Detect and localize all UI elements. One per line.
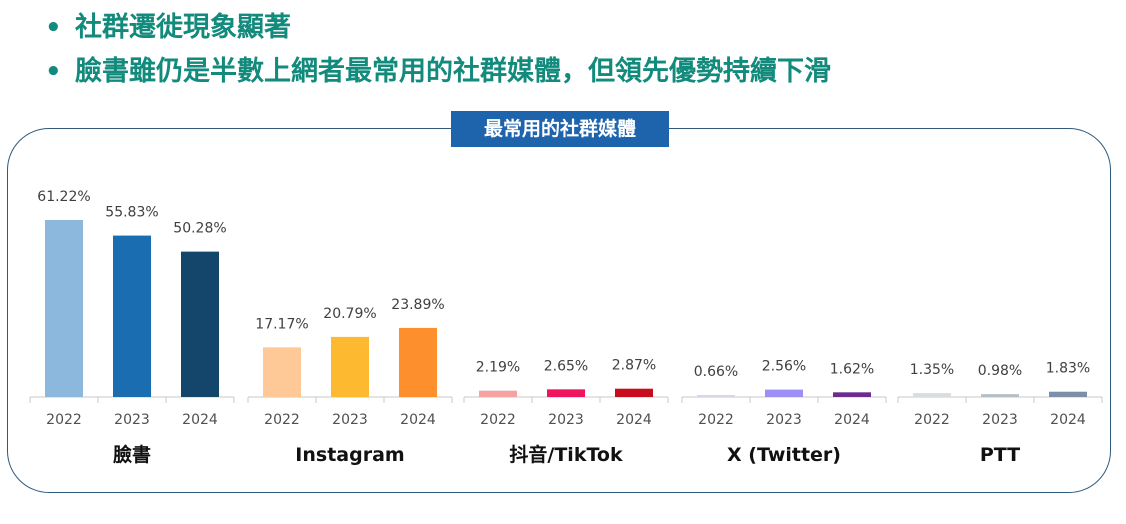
group-label: X (Twitter)	[727, 444, 841, 466]
bullet-text: 社群遷徙現象顯著	[75, 12, 291, 43]
x-tick-label: 2023	[982, 412, 1018, 428]
x-tick-label: 2022	[914, 412, 950, 428]
data-label: 2.56%	[762, 359, 806, 375]
data-label: 23.89%	[391, 297, 444, 313]
data-label: 2.19%	[476, 360, 520, 376]
x-tick-label: 2023	[548, 412, 584, 428]
bar	[1049, 391, 1087, 397]
x-tick-label: 2022	[264, 412, 300, 428]
data-label: 50.28%	[173, 221, 226, 237]
x-tick-label: 2024	[400, 412, 436, 428]
bar	[697, 395, 735, 397]
group-label: 臉書	[113, 443, 151, 466]
x-tick-label: 2024	[1050, 412, 1086, 428]
bar	[913, 393, 951, 397]
data-label: 2.87%	[612, 358, 656, 374]
bullet-marker: •	[45, 57, 62, 87]
data-label: 1.62%	[830, 361, 874, 377]
bullet-list: • 社群遷徙現象顯著 • 臉書雖仍是半數上網者最常用的社群媒體，但領先優勢持續下滑	[45, 6, 831, 94]
data-label: 0.98%	[978, 363, 1022, 379]
chart-title: 最常用的社群媒體	[451, 111, 669, 147]
x-tick-label: 2023	[114, 412, 150, 428]
group-label: Instagram	[295, 444, 404, 466]
bar	[833, 392, 871, 397]
bullet-item: • 臉書雖仍是半數上網者最常用的社群媒體，但領先優勢持續下滑	[45, 50, 831, 94]
group-label: PTT	[980, 444, 1020, 466]
data-label: 61.22%	[37, 189, 90, 205]
x-tick-label: 2024	[834, 412, 870, 428]
data-label: 55.83%	[105, 205, 158, 221]
x-tick-label: 2022	[698, 412, 734, 428]
bar	[399, 327, 437, 397]
bar	[263, 347, 301, 397]
bar	[479, 390, 517, 397]
bar	[113, 235, 151, 397]
bar	[615, 388, 653, 397]
x-tick-label: 2022	[46, 412, 82, 428]
data-label: 20.79%	[323, 306, 376, 322]
bar	[981, 394, 1019, 397]
data-label: 1.83%	[1046, 361, 1090, 377]
bar	[45, 220, 83, 397]
x-tick-label: 2024	[182, 412, 218, 428]
x-tick-label: 2023	[332, 412, 368, 428]
bar	[765, 389, 803, 397]
data-label: 1.35%	[910, 362, 954, 378]
bar	[547, 389, 585, 397]
x-tick-label: 2023	[766, 412, 802, 428]
bullet-text: 臉書雖仍是半數上網者最常用的社群媒體，但領先優勢持續下滑	[75, 56, 831, 87]
data-label: 0.66%	[694, 364, 738, 380]
x-tick-label: 2022	[480, 412, 516, 428]
data-label: 2.65%	[544, 358, 588, 374]
group-label: 抖音/TikTok	[509, 443, 623, 466]
data-label: 17.17%	[255, 316, 308, 332]
x-tick-label: 2024	[616, 412, 652, 428]
bullet-item: • 社群遷徙現象顯著	[45, 6, 831, 50]
bar	[331, 336, 369, 397]
bullet-marker: •	[45, 13, 62, 43]
bar	[181, 251, 219, 397]
